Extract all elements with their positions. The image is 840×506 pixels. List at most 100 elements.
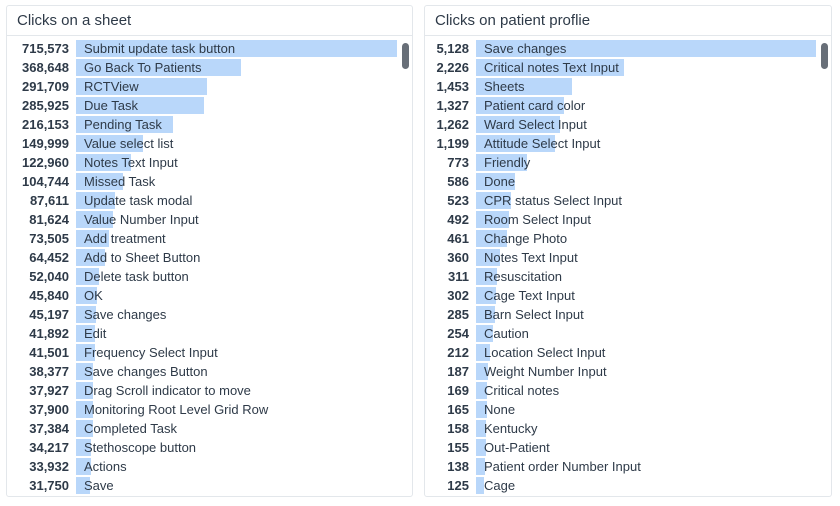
bar-label: Caution [484, 326, 529, 341]
bar-label: Weight Number Input [484, 364, 607, 379]
count-label: 41,501 [29, 345, 69, 360]
bar [476, 211, 509, 228]
bar-label: Monitoring Root Level Grid Row [84, 402, 269, 417]
bar-cell: Save changes [476, 39, 816, 58]
bar-cell: Friendly [476, 153, 816, 172]
bar [76, 401, 93, 418]
chart-row: 37,927 Drag Scroll indicator to move [7, 381, 412, 400]
bar-label: Value Number Input [84, 212, 199, 227]
bar-label: Actions [84, 459, 127, 474]
bar [476, 458, 486, 475]
scrollbar-thumb[interactable] [402, 43, 409, 69]
chart-row: 45,197 Save changes [7, 305, 412, 324]
bar-cell: Value select list [76, 134, 397, 153]
bar-cell: OK [76, 286, 397, 305]
bar [476, 116, 560, 133]
chart-row: 586 Done [425, 172, 831, 191]
count-label: 31,750 [29, 478, 69, 493]
bar-cell: Edit [76, 324, 397, 343]
bar [76, 154, 132, 171]
chart-row: 104,744 Missed Task [7, 172, 412, 191]
bar-cell: Save changes Button [76, 362, 397, 381]
bar-label: Update task modal [84, 193, 193, 208]
chart-row: 155 Out-Patient [425, 438, 831, 457]
bar-label: Stethoscope button [84, 440, 197, 455]
chart-row: 37,384 Completed Task [7, 419, 412, 438]
bar-label: Critical notes Text Input [484, 60, 619, 75]
bar [76, 344, 95, 361]
bar [476, 477, 485, 494]
count-label: 461 [447, 231, 469, 246]
count-label: 360 [447, 250, 469, 265]
bar [76, 477, 91, 494]
bar [76, 249, 105, 266]
chart-row: 291,709 RCTView [7, 77, 412, 96]
bar-cell: Due Task [76, 96, 397, 115]
count-label: 64,452 [29, 250, 69, 265]
bar [476, 97, 564, 114]
count-label: 285 [447, 307, 469, 322]
count-label: 104,744 [22, 174, 69, 189]
count-label: 158 [447, 421, 469, 436]
chart-row: 31,750 Save [7, 476, 412, 495]
bar [76, 439, 92, 456]
bar [476, 230, 507, 247]
bar [76, 173, 123, 190]
chart-row: 1,199 Attitude Select Input [425, 134, 831, 153]
bar [76, 192, 116, 209]
bar [476, 78, 573, 95]
bar-label: Value select list [84, 136, 174, 151]
bar-label: Change Photo [484, 231, 568, 246]
bar [476, 439, 487, 456]
bar-label: Due Task [84, 98, 138, 113]
chart-row: 52,040 Delete task button [7, 267, 412, 286]
bar-cell: Attitude Select Input [476, 134, 816, 153]
bar-list[interactable]: 5,128 Save changes 2,226 Critical notes Tex… [425, 36, 831, 495]
count-label: 87,611 [29, 193, 69, 208]
bar-cell: Delete task button [76, 267, 397, 286]
count-label: 254 [447, 326, 469, 341]
bar-cell: Go Back To Patients [76, 58, 397, 77]
bar [476, 306, 495, 323]
chart-row: 33,932 Actions [7, 457, 412, 476]
bar-label: Save changes [484, 41, 567, 56]
bar [76, 268, 100, 285]
chart-row: 254 Caution [425, 324, 831, 343]
count-label: 187 [447, 364, 469, 379]
chart-row: 360 Notes Text Input [425, 248, 831, 267]
bar-list[interactable]: 715,573 Submit update task button 368,648 G… [7, 36, 412, 495]
bar-label: Add to Sheet Button [84, 250, 201, 265]
bar [476, 249, 500, 266]
bar-label: Save changes [84, 307, 167, 322]
count-label: 1,262 [436, 117, 469, 132]
chart-row: 34,217 Stethoscope button [7, 438, 412, 457]
bar-cell: Pending Task [76, 115, 397, 134]
bar [476, 287, 497, 304]
bar-cell: Save changes [76, 305, 397, 324]
chart-row: 212 Location Select Input [425, 343, 831, 362]
bar [76, 306, 97, 323]
bar-label: Pending Task [84, 117, 162, 132]
bar-cell: Monitoring Root Level Grid Row [76, 400, 397, 419]
chart-row: 216,153 Pending Task [7, 115, 412, 134]
count-label: 212 [447, 345, 469, 360]
bar-cell: Cage Text Input [476, 286, 816, 305]
bar-label: Completed Task [84, 421, 177, 436]
bar-cell: Caution [476, 324, 816, 343]
bar-label: Submit update task button [84, 41, 236, 56]
count-label: 37,384 [29, 421, 69, 436]
bar-label: Notes Text Input [484, 250, 578, 265]
bar-cell: Ward Select Input [476, 115, 816, 134]
bar-cell: Patient order Number Input [476, 457, 816, 476]
count-label: 311 [448, 269, 469, 284]
bar-cell: Sheets [476, 77, 816, 96]
count-label: 165 [447, 402, 469, 417]
count-label: 52,040 [29, 269, 69, 284]
bar-cell: None [476, 400, 816, 419]
count-label: 302 [447, 288, 469, 303]
scrollbar-thumb[interactable] [821, 43, 828, 69]
bar [76, 287, 97, 304]
count-label: 586 [447, 174, 469, 189]
chart-row: 302 Cage Text Input [425, 286, 831, 305]
